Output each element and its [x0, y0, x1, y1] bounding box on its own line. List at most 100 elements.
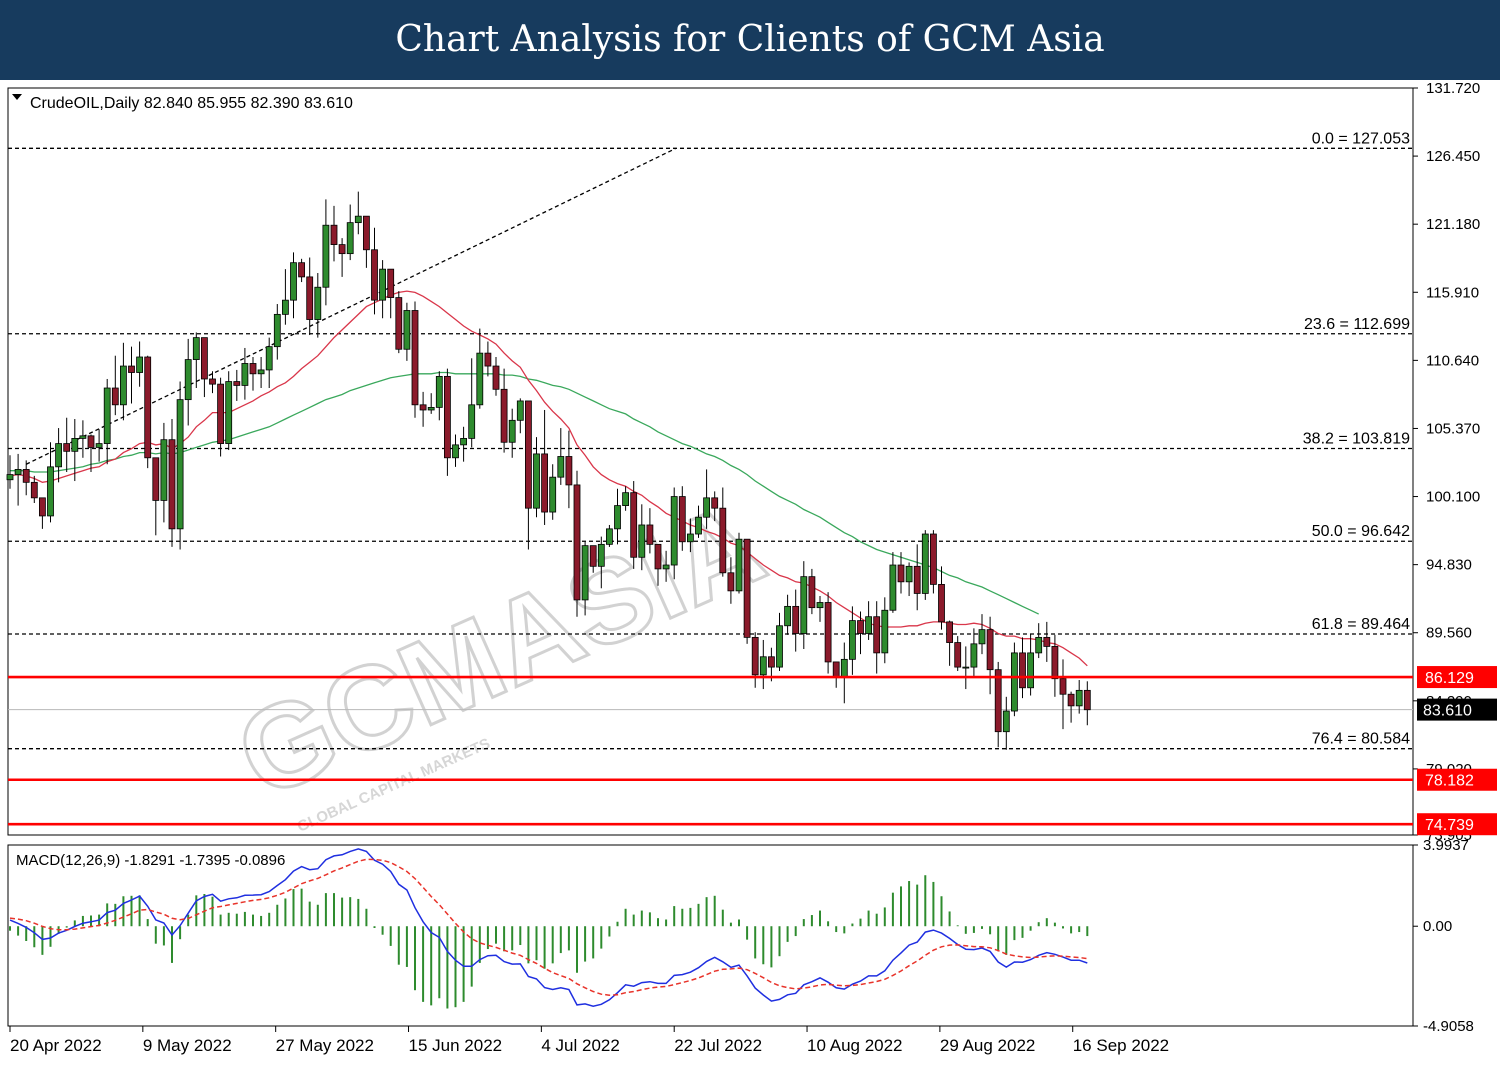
macd-panel: 3.9937 0.00 -4.9058 — [9, 837, 1474, 1035]
candle — [168, 419, 176, 547]
candle-body — [136, 356, 144, 373]
candle — [290, 252, 297, 319]
candle-body — [670, 496, 678, 566]
candle-body — [152, 457, 160, 501]
price-tick-label: 105.370 — [1426, 420, 1480, 437]
candle — [913, 544, 921, 611]
candle-body — [298, 262, 306, 278]
candle-body — [816, 602, 824, 609]
candle-body — [614, 505, 621, 530]
candle — [614, 488, 621, 545]
candle-body — [1002, 710, 1010, 733]
fib-label: 61.8 = 89.464 — [1312, 616, 1410, 633]
date-tick-label: 9 May 2022 — [143, 1036, 232, 1055]
candle — [476, 328, 484, 409]
candle-body — [1011, 652, 1018, 712]
candle — [1035, 623, 1043, 659]
candle — [273, 304, 281, 360]
candle-body — [759, 656, 767, 676]
candle — [784, 594, 791, 635]
candle — [500, 368, 508, 453]
candle-body — [217, 383, 225, 444]
fib-trend-line — [25, 147, 677, 465]
fib-label: 23.6 = 112.699 — [1304, 316, 1410, 333]
candle — [711, 491, 719, 522]
date-tick-label: 4 Jul 2022 — [541, 1036, 619, 1055]
candle-body — [727, 572, 735, 592]
candle-body — [95, 443, 103, 448]
candle-body — [443, 375, 451, 459]
candle-body — [678, 496, 686, 543]
candle — [1051, 634, 1059, 697]
candle — [792, 589, 800, 652]
candle — [557, 428, 565, 485]
candle — [622, 486, 629, 511]
candle — [71, 419, 79, 482]
candle — [257, 357, 265, 389]
macd-panel-border — [7, 844, 1414, 1027]
candle — [946, 620, 953, 666]
candle-body — [387, 268, 395, 298]
date-tick-label: 29 Aug 2022 — [940, 1036, 1035, 1055]
candle-body — [1067, 693, 1075, 707]
candle — [516, 398, 524, 434]
candle-body — [168, 439, 176, 530]
candle-body — [379, 268, 387, 301]
date-axis: 20 Apr 2022 9 May 2022 27 May 2022 15 Jun 2… — [9, 1026, 1169, 1055]
candle — [986, 616, 994, 695]
candle — [379, 260, 387, 319]
sr-price-tag — [1417, 813, 1497, 836]
candle — [751, 632, 759, 688]
candle-body — [662, 564, 670, 570]
candle-body — [111, 387, 119, 406]
candle — [581, 541, 589, 616]
ma-fast-line — [9, 290, 1088, 667]
candle-body — [719, 507, 727, 574]
candle-body — [865, 616, 872, 634]
fib-label: 50.0 = 96.642 — [1312, 523, 1410, 540]
candle-body — [209, 378, 216, 385]
candle — [120, 342, 127, 421]
candle — [889, 552, 897, 613]
candle — [565, 430, 573, 509]
candle-body — [800, 576, 808, 634]
candle — [1075, 680, 1083, 714]
candle — [322, 199, 330, 306]
candle — [128, 346, 135, 404]
price-tick-label: 126.450 — [1426, 148, 1480, 165]
candle — [468, 358, 476, 448]
candle — [209, 371, 216, 394]
candle-body — [508, 419, 516, 443]
price-axis: 131.720 126.450 121.180 115.910 110.640 105.3… — [1413, 80, 1497, 844]
candle — [192, 332, 200, 389]
current-price-tag — [1417, 698, 1497, 721]
candle — [533, 437, 540, 518]
candle-body — [1051, 646, 1059, 680]
candle-body — [484, 352, 492, 367]
candle — [435, 371, 443, 421]
candle-body — [573, 484, 581, 601]
candle-body — [792, 605, 800, 634]
candle — [743, 538, 751, 644]
candle-body — [1083, 689, 1091, 711]
candle — [443, 368, 451, 476]
candle-body — [468, 404, 476, 439]
candle — [395, 291, 403, 354]
sr-price-label: 74.739 — [1425, 817, 1474, 834]
candle — [703, 469, 710, 529]
candle — [646, 508, 654, 554]
macd-tick-label: 3.9937 — [1423, 837, 1469, 854]
candle-body — [808, 576, 816, 609]
candle-body — [516, 400, 524, 421]
candle-body — [905, 565, 913, 583]
candle-body — [225, 381, 233, 444]
candle-body — [47, 466, 54, 517]
candle — [452, 434, 459, 467]
sr-price-tag — [1417, 768, 1497, 791]
price-tick-label: 110.640 — [1426, 352, 1479, 369]
support-resistance-levels — [8, 675, 1413, 826]
candle-body — [87, 435, 95, 448]
candle — [978, 614, 986, 655]
candle-body — [435, 375, 443, 408]
candle-body — [581, 545, 589, 601]
